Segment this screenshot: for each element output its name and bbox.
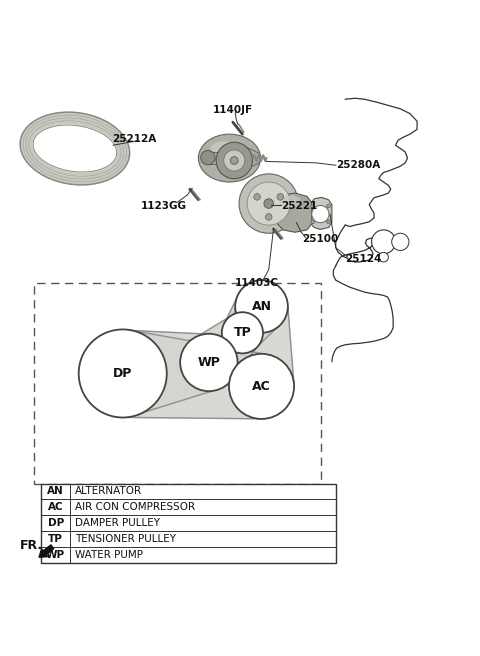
Text: 25280A: 25280A	[336, 160, 380, 171]
Circle shape	[392, 234, 409, 251]
Circle shape	[254, 194, 261, 200]
Text: DP: DP	[113, 367, 132, 380]
Text: TENSIONER PULLEY: TENSIONER PULLEY	[75, 534, 176, 544]
Text: DP: DP	[48, 518, 64, 528]
Text: 25212A: 25212A	[113, 134, 157, 144]
Circle shape	[326, 220, 330, 224]
Circle shape	[180, 334, 238, 391]
Polygon shape	[33, 125, 117, 172]
Circle shape	[216, 142, 252, 178]
Circle shape	[201, 150, 215, 165]
Circle shape	[372, 230, 396, 254]
Polygon shape	[221, 146, 262, 169]
Circle shape	[311, 220, 315, 224]
Text: DAMPER PULLEY: DAMPER PULLEY	[75, 518, 160, 528]
Circle shape	[235, 280, 288, 333]
Ellipse shape	[198, 134, 261, 182]
Circle shape	[311, 204, 315, 208]
Text: AN: AN	[48, 487, 64, 497]
Polygon shape	[229, 306, 294, 386]
Circle shape	[379, 253, 388, 262]
Circle shape	[224, 150, 245, 171]
Text: 25100: 25100	[302, 234, 338, 245]
Circle shape	[326, 204, 330, 208]
Text: 25221: 25221	[281, 201, 317, 211]
Text: 1123GG: 1123GG	[141, 201, 186, 211]
Text: TP: TP	[48, 534, 63, 544]
Text: TP: TP	[233, 326, 251, 339]
Text: 11403C: 11403C	[235, 277, 279, 287]
Polygon shape	[20, 112, 130, 185]
Circle shape	[264, 199, 274, 209]
Polygon shape	[277, 193, 312, 232]
Text: AC: AC	[48, 502, 63, 512]
Polygon shape	[190, 318, 256, 384]
Text: WP: WP	[197, 356, 220, 369]
Polygon shape	[119, 329, 264, 419]
Text: AIR CON COMPRESSOR: AIR CON COMPRESSOR	[75, 502, 195, 512]
Polygon shape	[311, 197, 332, 230]
Circle shape	[230, 157, 238, 164]
Text: AC: AC	[252, 380, 271, 393]
Circle shape	[312, 205, 329, 222]
FancyArrow shape	[39, 545, 54, 557]
Circle shape	[277, 194, 284, 200]
Circle shape	[265, 214, 272, 220]
Ellipse shape	[210, 141, 239, 155]
Circle shape	[229, 354, 294, 419]
Circle shape	[222, 312, 263, 354]
Text: WP: WP	[46, 550, 65, 560]
Text: 1140JF: 1140JF	[213, 105, 253, 115]
Circle shape	[247, 182, 290, 225]
Polygon shape	[280, 196, 300, 207]
Bar	[41, 483, 336, 562]
Text: FR.: FR.	[20, 539, 43, 552]
Circle shape	[79, 329, 167, 417]
Polygon shape	[209, 152, 218, 164]
Polygon shape	[117, 330, 213, 417]
Text: AN: AN	[252, 300, 272, 313]
Polygon shape	[226, 291, 283, 345]
Text: ALTERNATOR: ALTERNATOR	[75, 487, 142, 497]
Circle shape	[239, 174, 299, 234]
Text: WATER PUMP: WATER PUMP	[75, 550, 143, 560]
Bar	[34, 283, 322, 483]
Text: 25124: 25124	[345, 254, 382, 264]
